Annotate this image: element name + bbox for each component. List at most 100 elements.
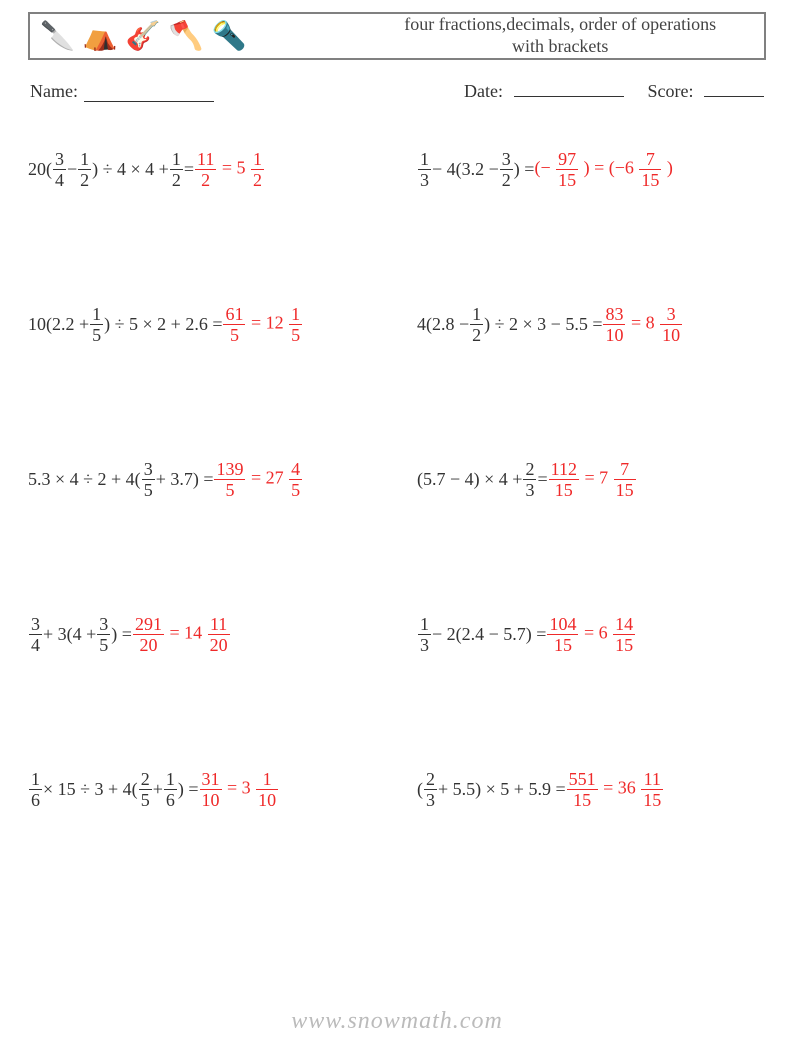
text: 4(2.8 −	[417, 314, 469, 335]
problem-r4c2: 13 − 2(2.4 − 5.7) = 10415 = 6 1415	[417, 615, 636, 654]
problem-r3c1: 5.3 × 4 ÷ 2 + 4( 35 + 3.7) = 1395 = 27 4…	[28, 460, 303, 499]
text: =	[184, 159, 194, 180]
date-label: Date:	[464, 81, 503, 101]
fraction: 12	[78, 150, 91, 189]
info-row: Name: Date: Score:	[28, 78, 766, 102]
text: +	[153, 779, 163, 800]
denominator: 15	[613, 636, 635, 654]
fraction: 1120	[208, 615, 230, 654]
fraction: 12	[170, 150, 183, 189]
text: × 15 ÷ 3 + 4(	[43, 779, 138, 800]
answer: 10415 = 6 1415	[546, 615, 636, 654]
numerator: 3	[97, 615, 110, 633]
numerator: 2	[424, 770, 437, 788]
denominator: 10	[256, 791, 278, 809]
numerator: 291	[133, 615, 164, 633]
denominator: 3	[418, 171, 431, 189]
numerator: 11	[642, 770, 663, 788]
fraction: 34	[53, 150, 66, 189]
problem-r2c2: 4(2.8 − 12 ) ÷ 2 × 3 − 5.5 = 8310 = 8 31…	[417, 305, 683, 344]
numerator: 3	[53, 150, 66, 168]
answer: 112 = 5 12	[194, 150, 265, 189]
score-blank[interactable]	[704, 78, 764, 97]
text: −	[67, 159, 77, 180]
numerator: 7	[618, 460, 631, 478]
numerator: 1	[289, 305, 302, 323]
text: = 8	[631, 313, 655, 333]
knife-icon: 🔪	[40, 19, 75, 53]
denominator: 2	[251, 171, 264, 189]
title-line-1: four fractions,decimals, order of operat…	[404, 14, 716, 34]
denominator: 5	[90, 326, 103, 344]
name-blank[interactable]	[84, 83, 214, 102]
denominator: 20	[208, 636, 230, 654]
numerator: 1	[261, 770, 274, 788]
denominator: 2	[199, 171, 212, 189]
tent-icon: ⛺	[83, 19, 118, 53]
text: = 27	[251, 468, 284, 488]
score-label: Score:	[648, 81, 694, 101]
fraction: 23	[523, 460, 536, 499]
denominator: 10	[660, 326, 682, 344]
denominator: 6	[29, 791, 42, 809]
fraction: 10415	[547, 615, 578, 654]
problem-r3c2: (5.7 − 4) × 4 + 23 = 11215 = 7 715	[417, 460, 637, 499]
guitar-icon: 🎸	[126, 19, 161, 53]
text: − 2(2.4 − 5.7) =	[432, 624, 546, 645]
numerator: 139	[214, 460, 245, 478]
fraction: 35	[142, 460, 155, 499]
fraction: 715	[614, 460, 636, 499]
text: ) = (−6	[584, 158, 634, 178]
denominator: 15	[639, 171, 661, 189]
text: = 12	[251, 313, 284, 333]
answer: 55115 = 36 1115	[566, 770, 665, 809]
fraction: 55115	[567, 770, 598, 809]
answer: 8310 = 8 310	[602, 305, 683, 344]
numerator: 2	[523, 460, 536, 478]
text: (	[417, 779, 423, 800]
fraction: 13	[418, 615, 431, 654]
denominator: 2	[78, 171, 91, 189]
numerator: 3	[665, 305, 678, 323]
watermark-footer: www.snowmath.com	[0, 1008, 794, 1035]
numerator: 112	[549, 460, 579, 478]
denominator: 5	[289, 481, 302, 499]
fraction: 13	[418, 150, 431, 189]
worksheet-title: four fractions,decimals, order of operat…	[366, 14, 754, 57]
answer: (− 9715 ) = (−6 715 )	[534, 150, 672, 189]
fraction: 715	[639, 150, 661, 189]
denominator: 20	[137, 636, 159, 654]
text: + 3.7) =	[156, 469, 214, 490]
text: =	[537, 469, 547, 490]
numerator: 3	[29, 615, 42, 633]
header-icon-row: 🔪 ⛺ 🎸 🪓 🔦	[40, 19, 246, 53]
denominator: 4	[29, 636, 42, 654]
date-blank[interactable]	[514, 78, 624, 97]
text: = 6	[584, 623, 608, 643]
numerator: 97	[556, 150, 578, 168]
numerator: 551	[567, 770, 598, 788]
numerator: 104	[547, 615, 578, 633]
fraction: 310	[660, 305, 682, 344]
denominator: 5	[142, 481, 155, 499]
denominator: 3	[523, 481, 536, 499]
denominator: 10	[200, 791, 222, 809]
fraction: 1395	[214, 460, 245, 499]
name-label: Name:	[30, 81, 78, 102]
text: − 4(3.2 −	[432, 159, 499, 180]
denominator: 4	[53, 171, 66, 189]
numerator: 1	[29, 770, 42, 788]
flashlight-icon: 🔦	[212, 19, 247, 53]
problem-r5c2: ( 23 + 5.5) × 5 + 5.9 = 55115 = 36 1115	[417, 770, 664, 809]
numerator: 2	[139, 770, 152, 788]
fraction: 15	[90, 305, 103, 344]
text: (5.7 − 4) × 4 +	[417, 469, 522, 490]
denominator: 10	[603, 326, 625, 344]
fraction: 25	[139, 770, 152, 809]
text: (−	[534, 158, 550, 178]
fraction: 16	[29, 770, 42, 809]
numerator: 1	[170, 150, 183, 168]
fraction: 12	[470, 305, 483, 344]
fraction: 16	[164, 770, 177, 809]
problem-r1c2: 13 − 4(3.2 − 32 ) = (− 9715 ) = (−6 715 …	[417, 150, 673, 189]
